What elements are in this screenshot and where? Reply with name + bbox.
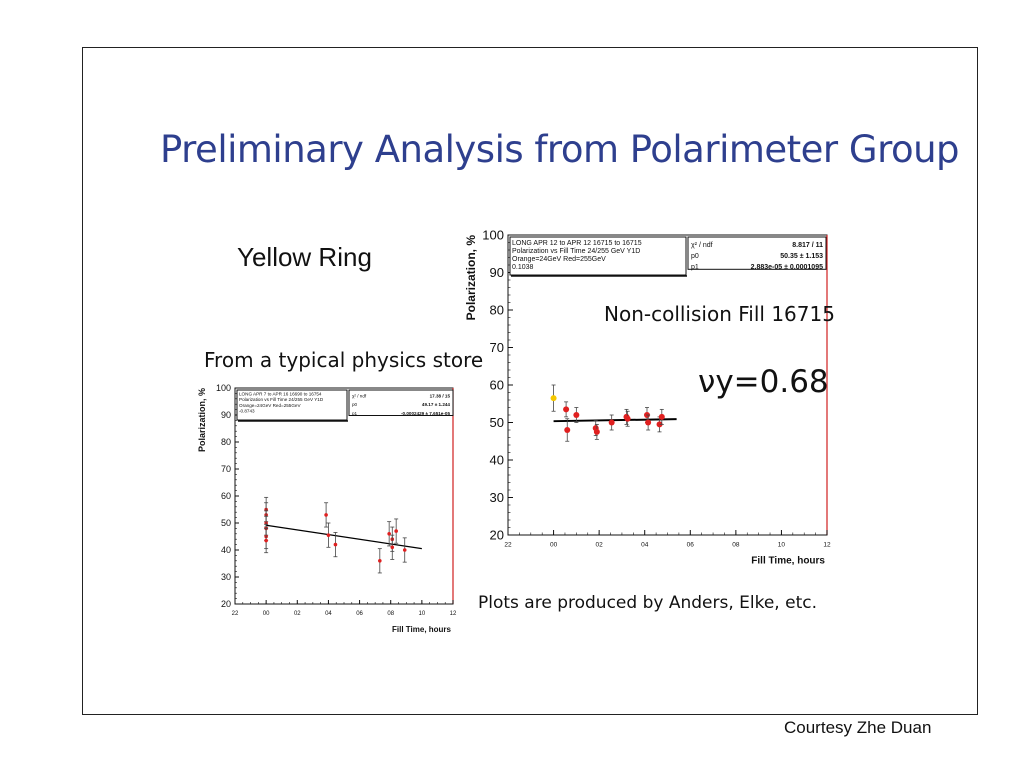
data-point (378, 559, 382, 563)
data-point (390, 545, 395, 550)
data-point (326, 533, 331, 537)
stats-key: p1 (691, 264, 699, 271)
y-tick-label: 20 (490, 528, 504, 543)
stats-key: p1 (352, 411, 358, 416)
title-box (509, 236, 687, 276)
y-axis-title: Polarization, % (464, 235, 478, 321)
slide-frame (82, 47, 978, 715)
ring-label: Yellow Ring (237, 242, 372, 272)
physics-store-chart: 20 30 40 50 60 70 80 90 100 22 00 02 04 06 08 10 12 Fill … (197, 383, 457, 634)
data-point (564, 427, 571, 433)
x-tick-label: 04 (325, 611, 332, 617)
y-tick-label: 100 (482, 228, 504, 243)
stats-key: χ² / ndf (691, 242, 713, 249)
slide-title: Preliminary Analysis from Polarimeter Gr… (160, 128, 960, 171)
y-tick-label: 30 (221, 572, 231, 582)
non-collision-chart: 20 30 40 50 60 70 80 90 100 22 00 02 04 06 08 10 12 Fill … (464, 228, 831, 567)
stats-value: 50.35 ± 1.153 (780, 253, 823, 260)
stats-value: 8.817 / 11 (792, 242, 823, 249)
y-tick-label: 100 (216, 383, 231, 393)
data-point (394, 529, 398, 533)
y-tick-label: 40 (221, 545, 231, 555)
x-axis-title: Fill Time, hours (751, 556, 825, 567)
title-box-line: Orange=24GeV Red=255GeV (512, 256, 606, 263)
stats-key: χ² / ndf (352, 394, 367, 399)
title-box-line: -0.8743 (239, 408, 255, 413)
y-tick-label: 70 (490, 340, 504, 355)
stats-box (348, 389, 454, 416)
title-box-line: Polarization vs Fill Time 24/255 GeV Y1D (239, 397, 324, 402)
y-tick-label: 60 (221, 491, 231, 501)
data-point (264, 538, 268, 543)
x-tick-label: 10 (419, 611, 426, 617)
x-tick-label: 10 (778, 542, 786, 549)
plot-frame (234, 387, 454, 605)
data-point (387, 532, 391, 536)
x-tick-label: 04 (641, 542, 649, 549)
store-label: From a typical physics store (204, 348, 484, 372)
title-box-line: 0.1038 (512, 264, 534, 271)
data-point (402, 548, 407, 552)
data-point (658, 413, 665, 420)
x-tick-label: 06 (687, 542, 695, 549)
title-box-line: Polarization vs Fill Time 24/255 GeV Y1D (512, 248, 640, 255)
y-tick-label: 80 (221, 437, 231, 447)
x-tick-label: 00 (550, 542, 558, 549)
x-tick-label: 00 (263, 611, 270, 617)
y-tick-label: 40 (490, 453, 504, 468)
x-tick-label: 12 (823, 542, 831, 549)
title-box-line: LONG APR 12 to APR 12 16715 to 16715 (512, 240, 642, 247)
data-point (563, 406, 570, 413)
x-tick-label: 08 (387, 611, 394, 617)
x-tick-label: 22 (504, 542, 512, 549)
y-tick-label: 50 (490, 415, 504, 430)
x-tick-label: 08 (732, 542, 740, 549)
y-tick-label: 80 (490, 303, 504, 318)
data-point (593, 428, 600, 435)
y-axis-title: Polarization, % (197, 388, 207, 452)
title-box-line: LONG APR 7 to APR 16 16690 to 16754 (239, 392, 322, 397)
stats-key: p0 (352, 402, 358, 407)
stats-value: 49.17 ± 1.244 (422, 402, 451, 407)
x-tick-label: 12 (450, 611, 457, 617)
footer-note: Plots are produced by Anders, Elke, etc. (478, 593, 817, 613)
data-point (608, 419, 615, 426)
y-tick-label: 90 (221, 410, 231, 420)
data-point (656, 421, 663, 428)
stats-box (687, 236, 827, 270)
fit-line (266, 524, 422, 550)
tune-label: νy=0.68 (698, 364, 829, 400)
y-tick-label: 30 (490, 490, 504, 505)
plot-frame (507, 234, 828, 536)
data-point (645, 419, 652, 426)
data-point (333, 542, 338, 547)
y-tick-label: 90 (490, 265, 504, 280)
title-box-line: Orange=24GeV Red=255GeV (239, 403, 301, 408)
data-point (624, 415, 631, 422)
y-tick-label: 20 (221, 599, 231, 609)
y-tick-label: 60 (490, 378, 504, 393)
x-tick-label: 22 (232, 611, 239, 617)
data-point (573, 412, 580, 418)
stats-value: -0.0002429 ± 7.651e-05 (401, 411, 450, 416)
y-tick-label: 50 (221, 518, 231, 528)
x-tick-label: 02 (294, 611, 301, 617)
data-point (324, 513, 328, 517)
data-point (550, 395, 557, 402)
x-tick-label: 02 (596, 542, 604, 549)
stats-key: p0 (691, 253, 699, 260)
x-axis-title: Fill Time, hours (392, 625, 452, 634)
y-tick-label: 70 (221, 464, 231, 474)
noncollision-label: Non-collision Fill 16715 (604, 302, 835, 326)
fit-line (553, 418, 677, 423)
stats-value: 2.883e-05 ± 0.0001095 (751, 264, 823, 271)
courtesy-note: Courtesy Zhe Duan (784, 718, 932, 737)
stats-value: 17.38 / 15 (430, 394, 451, 399)
title-box (236, 389, 348, 421)
x-tick-label: 06 (356, 611, 363, 617)
